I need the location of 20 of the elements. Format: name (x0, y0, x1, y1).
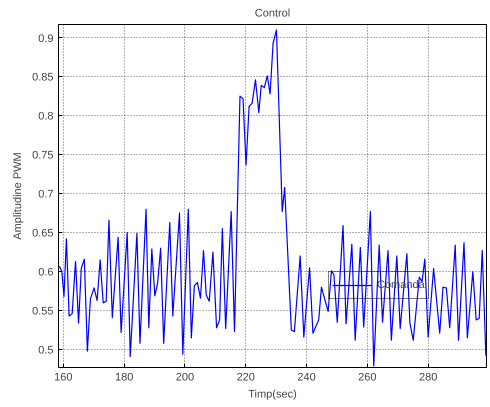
y-tick-label: 0.7 (38, 188, 54, 201)
x-tick-label: 280 (418, 372, 438, 384)
y-tick-label: 0.85 (32, 72, 54, 84)
x-tick-label: 200 (176, 372, 194, 384)
y-tick-label: 0.9 (38, 32, 54, 45)
y-tick-label: 0.55 (32, 306, 54, 318)
chart-title: Control (254, 8, 290, 20)
x-tick-label: 160 (54, 372, 73, 384)
y-tick-label: 0.8 (38, 110, 54, 123)
y-tick-label: 0.65 (32, 228, 54, 240)
y-tick-label: 0.75 (32, 150, 54, 162)
y-axis-title: Amplitudine PWM (12, 152, 24, 240)
line-series (58, 29, 486, 367)
x-tick-label: 240 (297, 372, 316, 384)
y-tick-label: 0.6 (38, 266, 54, 279)
x-tick-label: 220 (236, 372, 255, 384)
x-tick-label: 180 (114, 372, 134, 384)
x-tick-label: 260 (358, 372, 377, 384)
y-tick-label: 0.5 (38, 344, 54, 357)
x-axis-title: Timp(sec) (248, 388, 297, 400)
